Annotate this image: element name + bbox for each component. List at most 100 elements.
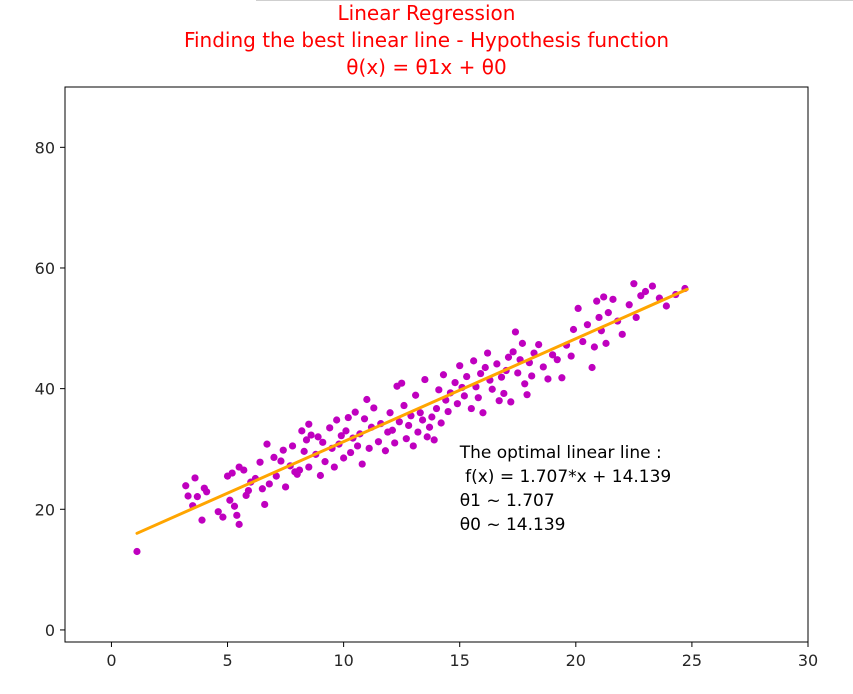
points-layer bbox=[133, 280, 689, 556]
data-point bbox=[330, 463, 338, 471]
data-point bbox=[226, 496, 234, 504]
data-point bbox=[182, 482, 190, 490]
data-point bbox=[319, 438, 327, 446]
data-point bbox=[346, 448, 355, 457]
data-point bbox=[593, 297, 601, 305]
data-point bbox=[240, 466, 248, 474]
regression-line bbox=[135, 287, 689, 535]
x-axis: 0 5 10 15 20 25 30 bbox=[106, 642, 818, 670]
data-point bbox=[544, 375, 552, 383]
data-point bbox=[467, 404, 475, 413]
data-point bbox=[416, 409, 424, 417]
data-point bbox=[488, 385, 496, 393]
data-point bbox=[439, 371, 448, 379]
data-point bbox=[316, 471, 325, 480]
data-point bbox=[298, 427, 306, 435]
data-point bbox=[463, 372, 471, 381]
y-axis: 0 20 40 60 80 bbox=[35, 138, 65, 640]
data-point bbox=[402, 435, 410, 443]
data-point bbox=[344, 413, 352, 422]
data-point bbox=[409, 442, 417, 450]
data-point bbox=[277, 457, 285, 465]
data-point bbox=[418, 416, 427, 424]
data-point bbox=[574, 304, 582, 312]
data-point bbox=[453, 400, 461, 408]
data-point bbox=[483, 349, 492, 357]
regression-line-layer bbox=[135, 287, 689, 535]
data-point bbox=[193, 493, 201, 501]
data-point bbox=[432, 404, 441, 413]
data-point bbox=[256, 458, 264, 466]
data-point bbox=[414, 428, 422, 436]
data-point bbox=[214, 508, 222, 516]
data-point bbox=[518, 339, 527, 347]
data-point bbox=[360, 415, 369, 423]
y-tick-label: 20 bbox=[35, 500, 55, 519]
data-point bbox=[261, 500, 269, 509]
data-point bbox=[548, 351, 557, 359]
data-point bbox=[326, 424, 334, 432]
data-point bbox=[191, 474, 199, 482]
data-point bbox=[495, 397, 503, 405]
data-point bbox=[412, 391, 420, 399]
data-point bbox=[288, 442, 297, 450]
data-point bbox=[184, 492, 192, 500]
data-point bbox=[479, 409, 487, 417]
data-point bbox=[365, 444, 373, 452]
y-tick-label: 60 bbox=[35, 259, 55, 278]
data-point bbox=[391, 439, 399, 447]
data-point bbox=[477, 369, 485, 378]
data-point bbox=[579, 337, 587, 346]
data-point bbox=[648, 282, 657, 290]
data-point bbox=[618, 330, 626, 338]
annotation-line: The optimal linear line : bbox=[459, 443, 662, 463]
data-point bbox=[265, 480, 273, 488]
data-point bbox=[493, 360, 501, 368]
data-point bbox=[400, 401, 408, 410]
x-tick-label: 25 bbox=[682, 651, 702, 670]
data-point bbox=[423, 433, 431, 441]
chart-formula-title: θ(x) = θ1x + θ0 bbox=[346, 55, 507, 79]
data-point bbox=[307, 431, 315, 439]
data-point bbox=[342, 427, 350, 435]
x-tick-label: 20 bbox=[566, 651, 586, 670]
chart-title: Linear Regression bbox=[337, 1, 516, 25]
data-point bbox=[425, 423, 434, 431]
data-point bbox=[641, 287, 650, 296]
chart-subtitle: Finding the best linear line - Hypothesi… bbox=[183, 28, 670, 52]
data-point bbox=[504, 353, 513, 361]
data-point bbox=[374, 438, 383, 446]
data-point bbox=[451, 378, 459, 387]
data-point bbox=[444, 407, 452, 416]
data-point bbox=[398, 379, 406, 387]
data-point bbox=[604, 309, 612, 317]
plot-frame bbox=[64, 86, 809, 643]
data-point bbox=[203, 488, 211, 496]
data-point bbox=[460, 392, 468, 400]
data-point bbox=[340, 454, 348, 462]
data-point bbox=[590, 343, 598, 351]
data-point bbox=[470, 357, 478, 365]
y-tick-label: 0 bbox=[45, 621, 55, 640]
data-point bbox=[353, 442, 362, 450]
data-point bbox=[386, 409, 394, 417]
data-point bbox=[456, 362, 464, 370]
annotation-line: θ1 ~ 1.707 bbox=[460, 491, 555, 511]
data-point bbox=[528, 372, 536, 380]
data-point bbox=[595, 313, 603, 322]
data-point bbox=[302, 436, 311, 444]
data-point bbox=[300, 447, 308, 455]
data-point bbox=[230, 502, 239, 510]
data-point bbox=[233, 511, 241, 519]
data-point bbox=[435, 386, 443, 394]
data-point bbox=[588, 363, 596, 372]
data-point bbox=[358, 460, 366, 468]
data-point bbox=[235, 520, 243, 528]
data-point bbox=[553, 356, 561, 364]
annotation-block: The optimal linear line : f(x) = 1.707*x… bbox=[459, 443, 672, 535]
x-tick-label: 10 bbox=[333, 651, 353, 670]
data-point bbox=[511, 328, 520, 336]
data-point bbox=[279, 446, 287, 454]
data-point bbox=[133, 547, 141, 556]
data-point bbox=[632, 313, 640, 322]
